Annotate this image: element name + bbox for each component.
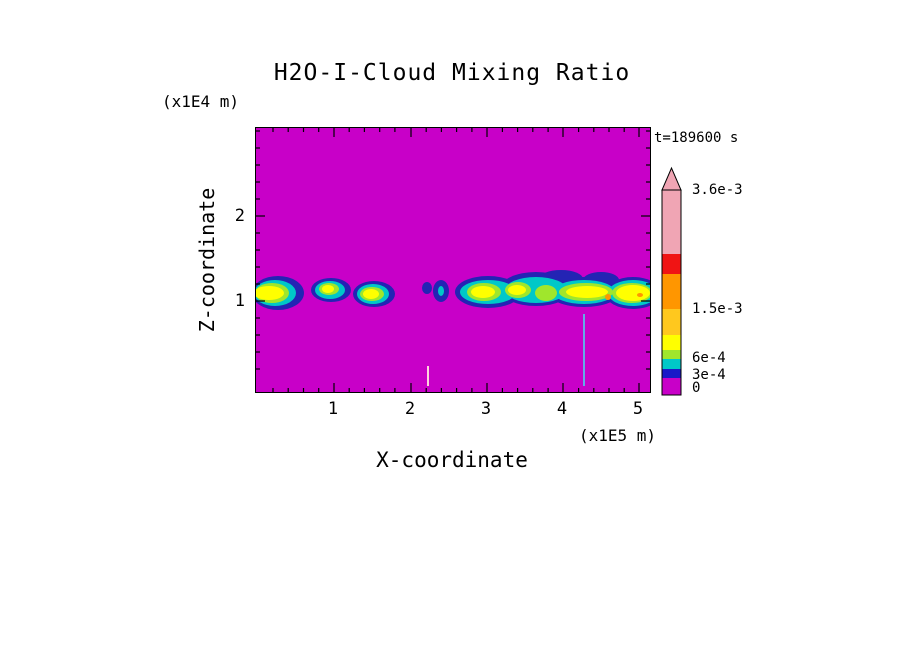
colorbar-tick-zero: 0 xyxy=(692,380,701,396)
colorbar-tick-low1: 3e-4 xyxy=(692,367,726,383)
x-axis-label: X-coordinate xyxy=(376,448,528,472)
x-tick-label-2: 2 xyxy=(404,399,416,419)
z-axis-units: (x1E4 m) xyxy=(162,92,240,111)
colorbar-tick-low2: 6e-4 xyxy=(692,350,726,366)
colorbar-tick-max: 3.6e-3 xyxy=(692,182,743,198)
x-tick-label-4: 4 xyxy=(556,399,568,419)
colorbar: 3.6e-3 1.5e-3 6e-4 3e-4 0 xyxy=(660,166,760,406)
colorbar-scale-svg xyxy=(661,166,682,396)
x-tick-label-3: 3 xyxy=(480,399,492,419)
x-axis-units: (x1E5 m) xyxy=(578,426,656,445)
plot-area xyxy=(255,127,651,393)
chart-title: H2O-I-Cloud Mixing Ratio xyxy=(273,60,631,86)
colorbar-tick-mid: 1.5e-3 xyxy=(692,301,743,317)
time-stamp: t=189600 s xyxy=(654,130,739,146)
z-tick-label-1: 1 xyxy=(234,291,245,311)
contour-field-svg xyxy=(256,128,650,392)
x-tick-label-1: 1 xyxy=(327,399,339,419)
z-tick-label-2: 2 xyxy=(234,206,245,226)
x-tick-label-5: 5 xyxy=(632,399,644,419)
